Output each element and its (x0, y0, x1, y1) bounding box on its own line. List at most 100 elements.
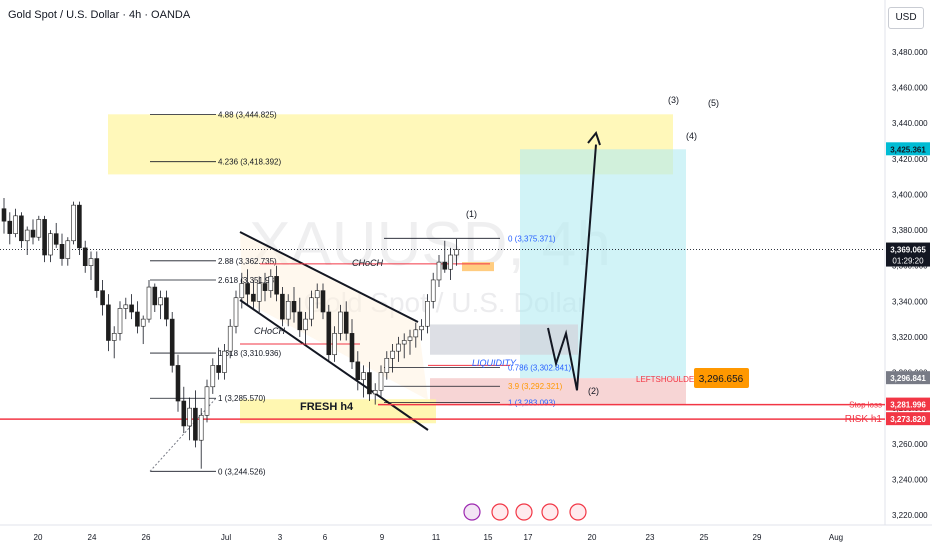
candle-down (326, 311, 332, 356)
candle-up (204, 386, 210, 416)
candle-up (210, 365, 216, 388)
projection-path (547, 144, 597, 391)
x-tick-label: 29 (753, 533, 762, 542)
candle-up (361, 372, 366, 380)
fib2-level-label: 3.9 (3,292.321) (508, 382, 563, 391)
candle-up (436, 261, 442, 281)
candle-down (262, 283, 268, 291)
stop-loss-zone (430, 378, 686, 405)
candle-up (425, 301, 430, 327)
candle-up (372, 390, 378, 395)
candle-down (19, 215, 24, 242)
x-tick-label: 11 (432, 533, 441, 542)
y-tick-label: 3,320.000 (892, 333, 928, 342)
fib-level-label: 1 (3,285.570) (218, 394, 266, 403)
axis-price-tag (886, 371, 930, 385)
candle-up (13, 215, 18, 234)
candle-down (42, 219, 47, 256)
fib-level-label: 0 (3,244.526) (218, 467, 266, 476)
candle-up (285, 301, 291, 320)
axis-countdown-label: 01:29:20 (892, 257, 924, 266)
lightning-event-icon (463, 503, 481, 521)
x-tick-label: Jul (221, 533, 231, 542)
candle-down (181, 400, 187, 427)
candle-up (390, 350, 395, 359)
candle-up (407, 336, 413, 341)
candle-down (135, 311, 140, 327)
candle-up (448, 254, 453, 270)
entry-box (462, 262, 494, 272)
fib2-level-label: 0 (3,375.371) (508, 234, 556, 243)
candle-down (100, 290, 105, 306)
candle-down (175, 365, 181, 402)
candle-up (198, 414, 204, 441)
x-tick-label: 3 (278, 533, 283, 542)
candle-up (187, 407, 192, 427)
fib2-level-label: 0.786 (3,302.841) (508, 363, 571, 372)
fib-level-label: 4.88 (3,444.825) (218, 111, 277, 120)
candle-up (140, 318, 146, 327)
leftshoulder-badge (694, 368, 749, 388)
candle-down (82, 247, 88, 266)
wave-1-label: (1) (466, 209, 477, 219)
axis-price-tag (886, 242, 930, 267)
axis-price-label: 3,425.361 (890, 145, 926, 154)
x-tick-label: 25 (700, 533, 709, 542)
candle-down (1, 208, 7, 222)
leftshoulder-label: LEFTSHOULDER (636, 375, 700, 384)
candle-down (152, 286, 158, 306)
candle-down (320, 290, 326, 313)
y-tick-label: 3,260.000 (892, 440, 928, 449)
y-tick-label: 3,440.000 (892, 119, 928, 128)
candle-up (227, 325, 233, 352)
us-flag-event-icon (541, 503, 559, 521)
channel-upper-line (239, 231, 419, 323)
x-tick-label: 17 (524, 533, 533, 542)
axis-price-label: 3,296.841 (890, 374, 926, 383)
channel-fill (240, 232, 428, 400)
candle-down (106, 304, 111, 341)
fib-trend-line (149, 397, 217, 472)
candle-up (123, 304, 129, 309)
candle-down (216, 365, 221, 373)
axis-price-label: 3,369.065 (890, 246, 926, 255)
x-tick-label: 6 (323, 533, 328, 542)
candle-down (349, 333, 355, 363)
candle-down (280, 293, 285, 320)
y-tick-label: 3,240.000 (892, 475, 928, 484)
currency-button[interactable]: USD (888, 7, 924, 29)
candle-up (111, 333, 117, 341)
axis-tag-label: Stop loss (849, 401, 882, 410)
candle-down (94, 258, 100, 291)
x-tick-label: 20 (588, 533, 597, 542)
y-tick-label: 3,420.000 (892, 155, 928, 164)
choch-label-top: CHoCH (352, 258, 384, 268)
candle-up (146, 286, 152, 320)
us-flag-event-icon (491, 503, 509, 521)
candle-up (384, 357, 390, 373)
fib-level-label: 2.618 (3,351.98 (218, 276, 275, 285)
candle-up (413, 329, 419, 338)
candle-down (355, 361, 361, 380)
price-axis-panel (885, 0, 932, 550)
candle-up (65, 240, 71, 259)
x-tick-label: 9 (380, 533, 385, 542)
liquidity-label: LIQUIDITY (472, 358, 517, 368)
candle-up (303, 318, 308, 331)
projection-arrowhead (587, 130, 601, 146)
candle-up (338, 311, 343, 334)
candle-up (378, 372, 384, 391)
y-tick-label: 3,400.000 (892, 190, 928, 199)
candle-up (430, 279, 436, 302)
fib2-level-label: 1 (3,283.093) (508, 399, 556, 408)
candle-up (239, 283, 245, 299)
candle-up (158, 297, 163, 306)
candle-up (222, 350, 227, 373)
candle-up (314, 290, 320, 299)
axis-price-label: 3,273.820 (890, 415, 926, 424)
axis-price-tag (886, 142, 930, 156)
candle-up (268, 276, 274, 291)
candle-down (30, 229, 36, 238)
candle-up (401, 340, 407, 345)
